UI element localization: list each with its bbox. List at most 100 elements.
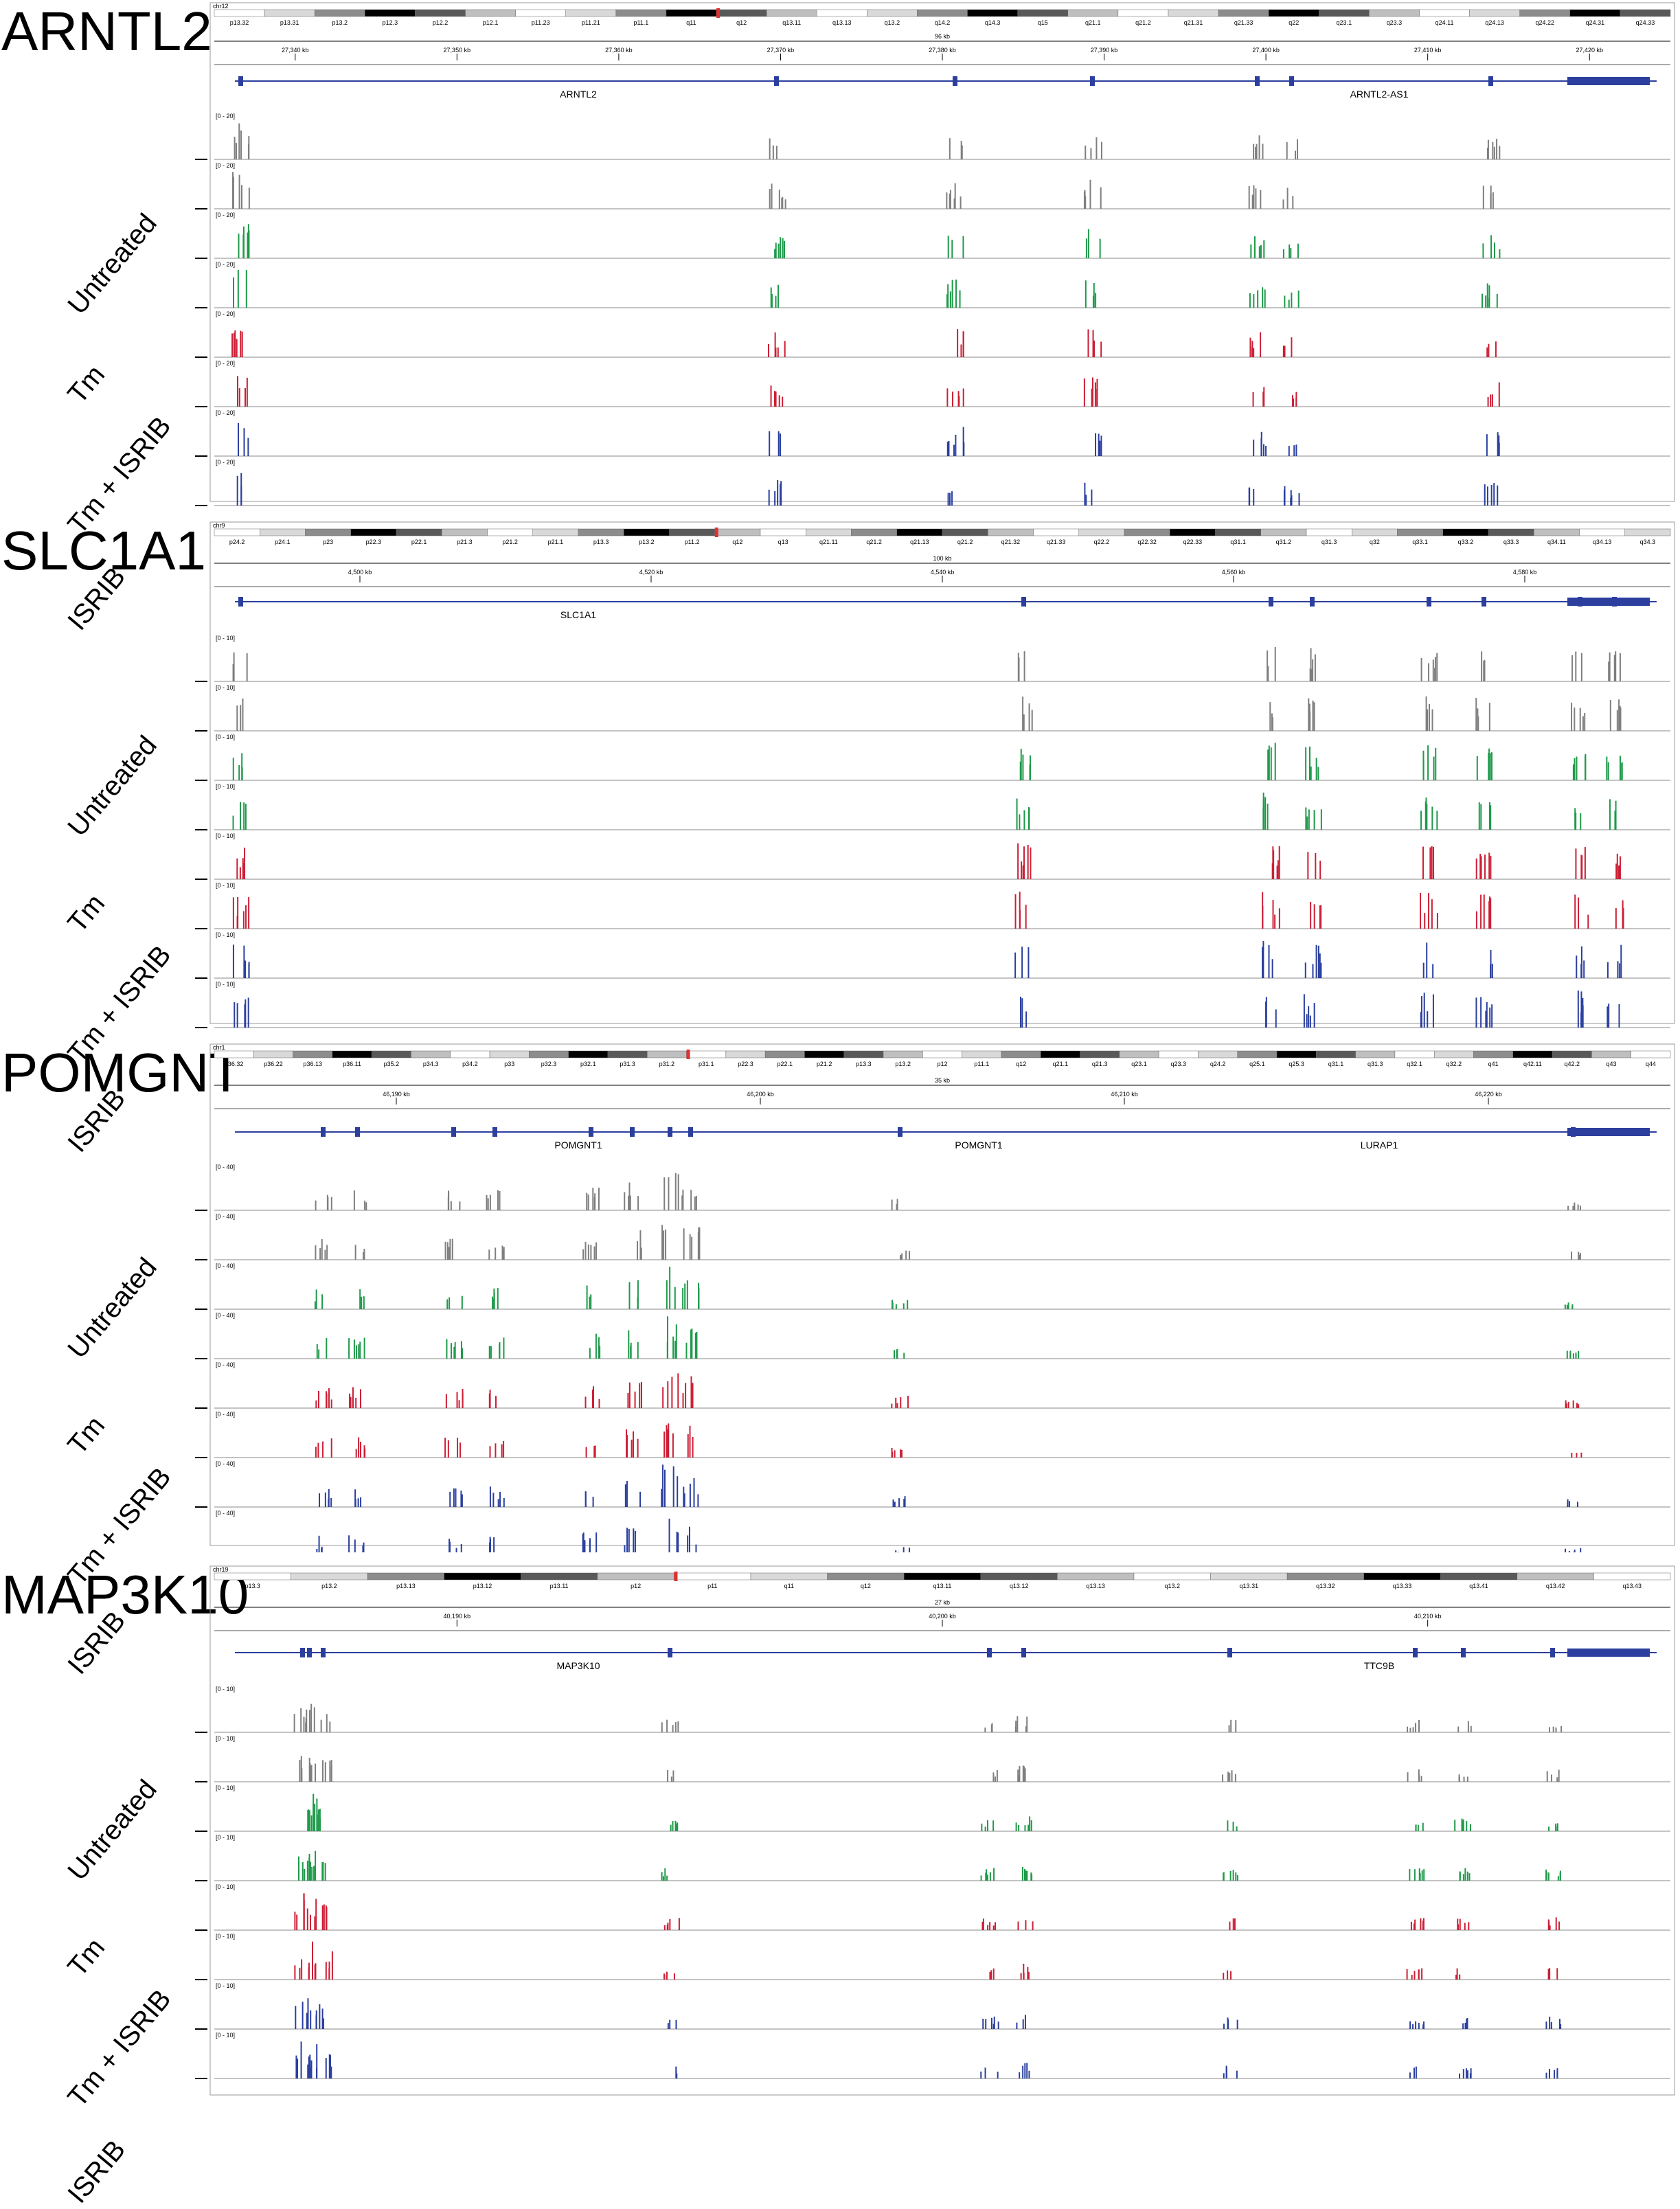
coverage-peak	[669, 2019, 671, 2029]
coverage-peak	[665, 1230, 667, 1260]
chromosome-label: chr19	[213, 1566, 229, 1573]
coverage-peak	[307, 2064, 309, 2078]
coverage-peak	[242, 698, 244, 731]
cytoband-label: q34.13	[1593, 539, 1612, 545]
coverage-peak	[326, 1391, 328, 1408]
coverage-peak	[1025, 1011, 1028, 1028]
coverage-peak	[663, 1973, 666, 1980]
coverage-peak	[1022, 696, 1024, 731]
coverage-track: [0 - 20]	[195, 113, 1670, 160]
coverage-peak	[243, 428, 245, 456]
coverage-peak	[962, 427, 964, 456]
coverage-peak	[240, 802, 242, 830]
gene-title: ARNTL2	[1, 1, 212, 62]
coverage-peak	[1236, 1826, 1238, 1831]
coverage-peak	[674, 1340, 677, 1359]
cytoband	[1168, 9, 1219, 17]
coverage-peak	[363, 1251, 365, 1260]
coverage-peak	[640, 1381, 642, 1408]
coverage-peak	[1547, 1872, 1550, 1881]
coverage-peak	[448, 1247, 450, 1260]
coverage-peak	[767, 343, 769, 357]
coverage-peak	[1262, 444, 1264, 456]
cytoband-label: q13.2	[885, 19, 900, 26]
coverage-peak	[241, 331, 243, 357]
coverage-peak	[1286, 141, 1288, 159]
coverage-peak	[668, 1518, 670, 1552]
coverage-peak	[895, 1397, 897, 1408]
coverage-peak	[316, 1815, 318, 1831]
coverage-peak	[243, 945, 245, 978]
coverage-peak	[770, 287, 772, 308]
coverage-peak	[458, 1400, 460, 1408]
coverage-peak	[236, 1003, 238, 1028]
coverage-track: [0 - 20]	[195, 212, 1670, 259]
coverage-peak	[694, 1196, 696, 1210]
coverage-peak	[326, 1338, 328, 1359]
coverage-peak	[1409, 1727, 1411, 1732]
coverage-peak	[294, 1912, 296, 1930]
coverage-peak	[960, 344, 962, 357]
exon	[451, 1127, 456, 1137]
coverage-peak	[963, 442, 965, 456]
cytoband	[674, 1572, 751, 1581]
coverage-peak	[1576, 1453, 1578, 1458]
coverage-peak	[990, 1975, 992, 1980]
cytoband-label: p12.1	[483, 19, 499, 26]
coverage-peak	[245, 960, 247, 978]
cytoband-label: q13.2	[1164, 1583, 1180, 1589]
coverage-peak	[672, 1466, 674, 1507]
cytoband-label: q23.1	[1131, 1061, 1147, 1067]
coverage-peak	[1491, 394, 1493, 407]
coverage-track: [0 - 40]	[195, 1361, 1670, 1409]
coverage-peak	[1459, 1974, 1461, 1980]
cytoband	[1017, 9, 1069, 17]
coverage-peak	[1616, 853, 1618, 879]
coverage-peak	[1014, 952, 1017, 978]
coverage-peak	[663, 1431, 666, 1458]
panel-pomgnt: POMGNT chr1 p36.32 p36.22 p36.13 p36.11 p35.2…	[0, 1030, 1680, 1552]
coverage-peak	[995, 1922, 997, 1930]
coverage-peak	[628, 1282, 631, 1309]
coverage-peak	[1575, 812, 1577, 830]
gene-label: TTC9B	[1364, 1660, 1394, 1671]
coverage-peak	[683, 1486, 685, 1507]
gene-label: LURAP1	[1361, 1140, 1398, 1151]
coverage-peak	[1560, 1725, 1563, 1732]
coverage-peak	[671, 1377, 673, 1408]
coverage-peak	[295, 2055, 297, 2078]
coverage-peak	[321, 1294, 323, 1309]
coverage-peak	[317, 1442, 319, 1458]
gene-title: SLC1A1	[1, 520, 206, 581]
coverage-peak	[778, 190, 780, 209]
coverage-peak	[1488, 298, 1490, 308]
coverage-peak	[1583, 960, 1585, 978]
coverage-peak	[320, 1719, 322, 1732]
coverage-track: [0 - 10]	[195, 1686, 1670, 1733]
cytoband-label: q33.2	[1458, 539, 1474, 545]
track-range-label: [0 - 10]	[216, 832, 235, 839]
coverage-peak	[947, 236, 949, 258]
coverage-peak	[1565, 1400, 1567, 1408]
coverage-peak	[1267, 650, 1269, 681]
coverage-peak	[1548, 1727, 1550, 1732]
coverage-peak	[1256, 144, 1258, 159]
cytoband-label: p24.1	[275, 539, 291, 545]
coverage-peak	[1014, 894, 1017, 929]
cytoband-label: p36.13	[303, 1061, 322, 1067]
coverage-peak	[503, 1337, 505, 1359]
coverage-track: [0 - 40]	[195, 1460, 1670, 1508]
coverage-peak	[673, 1973, 675, 1980]
coverage-peak	[1319, 905, 1321, 929]
coverage-peak	[1307, 852, 1309, 879]
coverage-peak	[328, 1498, 330, 1507]
cytoband-label: q22.2	[1094, 539, 1110, 545]
coverage-peak	[696, 1331, 698, 1359]
coverage-peak	[771, 293, 773, 308]
coverage-peak	[951, 240, 953, 258]
coverage-peak	[232, 897, 234, 929]
coverage-peak	[903, 1303, 905, 1309]
coverage-peak	[1018, 1824, 1020, 1831]
coverage-peak	[1409, 1869, 1411, 1881]
coverage-peak	[639, 1383, 641, 1408]
